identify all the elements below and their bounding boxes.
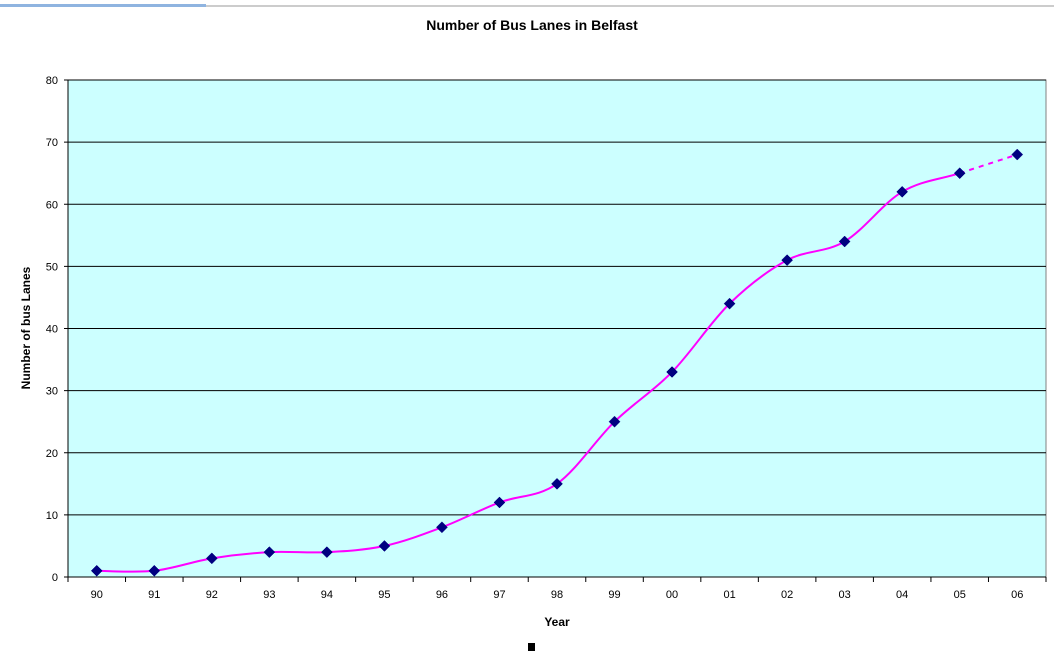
x-tick-label: 06 [1011,589,1023,601]
line-segment [384,526,443,547]
data-point [1011,148,1024,161]
data-markers [90,148,1024,577]
x-tick-label: 95 [378,589,390,601]
top-accent-bar [0,4,206,7]
line-segment [671,302,731,373]
data-line [96,153,1018,573]
data-point [608,415,621,428]
y-tick-label: 70 [46,137,58,149]
data-point [666,366,678,378]
x-tick-labels: 90 91 92 93 94 95 96 97 98 99 00 01 02 03 04 05 06 [91,589,1024,601]
x-axis-label: Year [544,615,570,629]
y-tick-label: 20 [46,448,58,460]
y-tick-label: 50 [46,261,58,273]
line-segment [844,190,903,243]
line-segment [556,420,616,485]
y-axis-label: Number of bus Lanes [19,266,33,389]
x-tick-label: 98 [551,589,563,601]
x-tick-label: 03 [839,589,851,601]
y-tick-label: 40 [46,324,58,336]
data-point [953,167,966,180]
y-tick-label: 60 [46,199,58,211]
data-point [148,564,161,577]
line-segment [499,482,558,504]
x-tick-label: 93 [263,589,275,601]
data-point [896,185,909,198]
line-segment [786,240,846,262]
line-segment [96,569,155,573]
y-tick-labels: 0 10 20 30 40 50 60 70 80 [46,75,58,584]
data-point [263,546,276,559]
x-tick-label: 91 [148,589,160,601]
x-tick-label: 05 [954,589,966,601]
x-tick-label: 94 [321,589,333,601]
axes [64,79,1047,582]
data-point [838,235,851,248]
line-segment [441,501,500,529]
x-tick-label: 00 [666,589,678,601]
x-tick-label: 92 [206,589,218,601]
y-tick-label: 0 [52,572,58,584]
cursor-mark [528,643,535,651]
data-point [90,564,103,577]
data-point [321,546,333,559]
x-tick-label: 02 [781,589,793,601]
chart-title: Number of Bus Lanes in Belfast [426,17,638,33]
line-segment [901,172,961,193]
line-segment [613,371,673,423]
data-point [205,552,218,565]
data-point [378,540,391,552]
data-point [551,477,563,490]
line-segment [728,259,788,305]
x-tick-label: 90 [91,589,103,601]
x-tick-label: 97 [493,589,505,601]
line-segment-dashed [959,153,1018,175]
x-tick-label: 99 [608,589,620,601]
y-tick-label: 30 [46,386,58,398]
x-tick-label: 96 [436,589,448,601]
data-point [781,254,793,267]
x-tick-label: 01 [723,589,735,601]
gridlines [68,79,1046,516]
data-point [493,496,506,509]
data-point [436,521,448,534]
y-tick-label: 80 [46,75,58,87]
y-tick-label: 10 [46,510,58,522]
line-segment [269,550,327,554]
data-point [723,297,736,310]
x-tick-label: 04 [896,589,908,601]
